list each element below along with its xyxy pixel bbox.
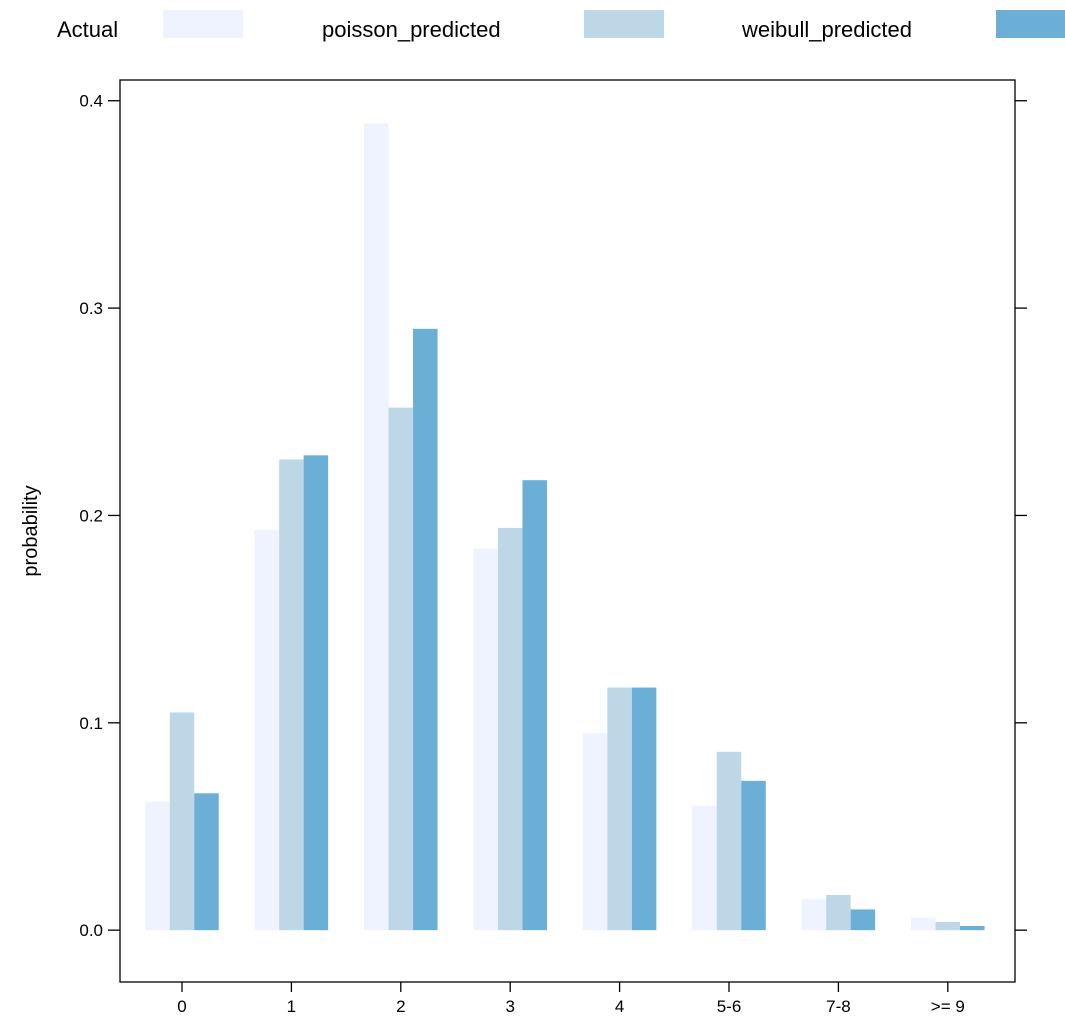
bars (145, 123, 985, 931)
y-tick-label: 0.4 (79, 92, 103, 111)
x-tick-label: 1 (287, 997, 296, 1016)
bar-actual-1 (254, 529, 280, 931)
bar-poisson-predicted-4 (607, 687, 632, 931)
bar-actual-0 (145, 801, 170, 931)
legend-label: poisson_predicted (322, 17, 501, 42)
bar-actual-2 (364, 123, 389, 931)
y-tick-label: 0.3 (79, 299, 103, 318)
x-tick-label: 5-6 (717, 997, 742, 1016)
legend-label: weibull_predicted (741, 17, 912, 42)
x-tick-label: 2 (396, 997, 405, 1016)
legend: Actual poisson_predicted weibull_predicted (57, 10, 1065, 42)
legend-swatch (584, 10, 664, 38)
bar-weibull-predicted-7 (960, 926, 985, 931)
legend-swatch (996, 10, 1065, 38)
bar-weibull-predicted-2 (413, 328, 438, 931)
bar-poisson-predicted-6 (826, 894, 851, 931)
x-axis: 0 1 2 3 4 5-6 7-8 >= 9 (177, 982, 965, 1016)
y-tick-label: 0.2 (79, 506, 103, 525)
bar-weibull-predicted-3 (522, 480, 547, 931)
bar-actual-5 (692, 805, 717, 931)
y-axis-label: probability (20, 485, 42, 576)
y-tick-label: 0.0 (79, 921, 103, 940)
y-axis: 0.0 0.1 0.2 0.3 0.4 (79, 92, 1027, 940)
y-tick-label: 0.1 (79, 714, 103, 733)
x-tick-label: 3 (505, 997, 514, 1016)
bar-poisson-predicted-0 (169, 712, 195, 931)
bar-weibull-predicted-0 (194, 793, 219, 931)
bar-actual-6 (801, 899, 827, 931)
x-tick-label: 0 (177, 997, 186, 1016)
bar-poisson-predicted-7 (935, 921, 961, 931)
bar-poisson-predicted-1 (279, 459, 304, 931)
legend-label: Actual (57, 17, 118, 42)
x-tick-label: 7-8 (826, 997, 851, 1016)
bar-actual-7 (911, 917, 936, 931)
x-tick-label: >= 9 (931, 997, 965, 1016)
x-tick-label: 4 (615, 997, 624, 1016)
bar-weibull-predicted-5 (741, 780, 766, 931)
legend-swatch (163, 10, 243, 38)
bar-weibull-predicted-4 (631, 687, 657, 931)
bar-actual-4 (582, 733, 608, 931)
bar-actual-3 (473, 548, 498, 931)
plot-frame (119, 79, 1016, 983)
bar-weibull-predicted-6 (850, 909, 876, 931)
bar-poisson-predicted-5 (716, 751, 742, 931)
bar-poisson-predicted-2 (388, 407, 414, 931)
bar-poisson-predicted-3 (497, 527, 523, 931)
bar-weibull-predicted-1 (303, 455, 329, 931)
